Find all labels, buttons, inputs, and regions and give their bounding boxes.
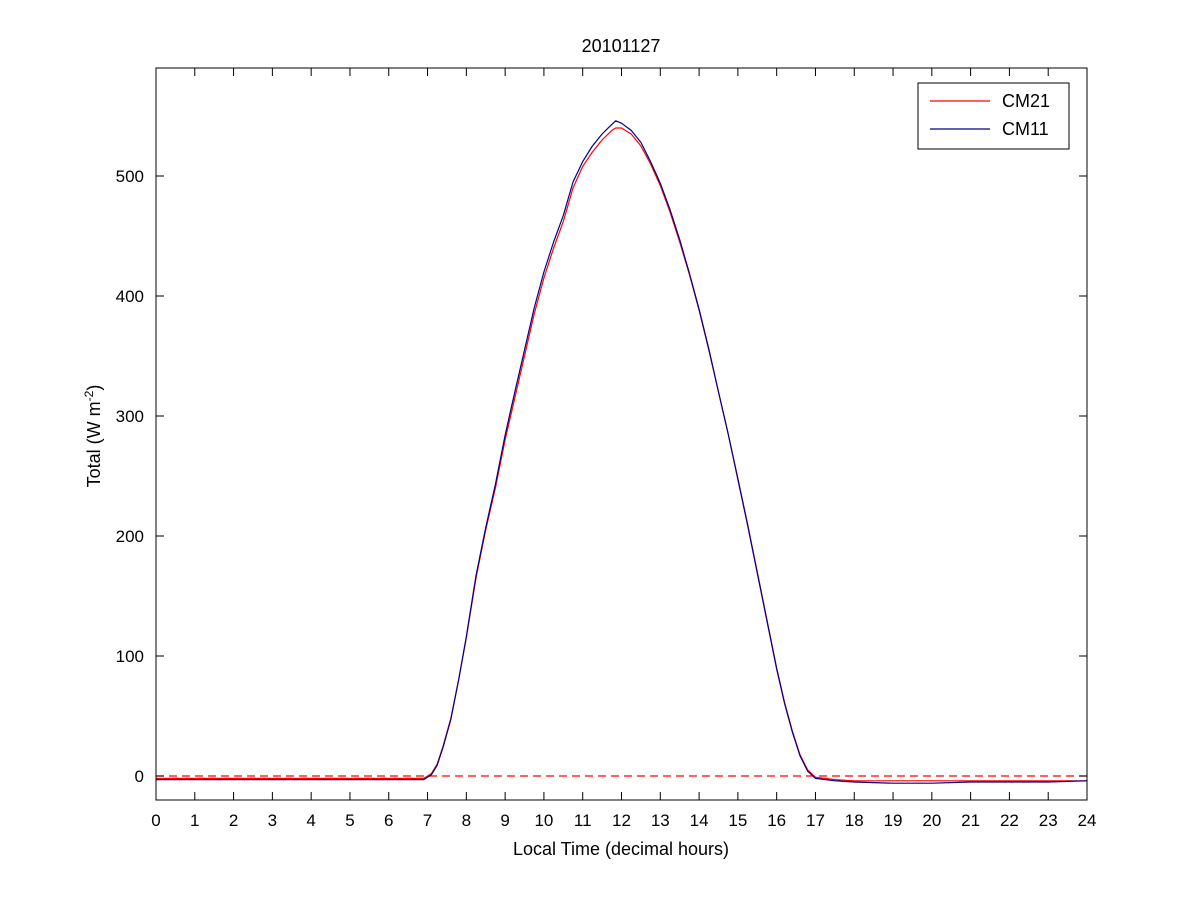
y-tick-label: 300 [116, 407, 144, 426]
x-tick-label: 2 [229, 811, 238, 830]
x-tick-label: 20 [922, 811, 941, 830]
series-line-cm11 [156, 120, 1087, 784]
x-tick-label: 23 [1039, 811, 1058, 830]
legend-box [917, 82, 1070, 150]
x-axis-label: Local Time (decimal hours) [513, 839, 729, 859]
x-tick-label: 12 [612, 811, 631, 830]
x-tick-label: 6 [384, 811, 393, 830]
legend-label-cm21: CM21 [1002, 91, 1050, 111]
y-tick-label: 200 [116, 527, 144, 546]
plot-area [156, 68, 1087, 800]
x-tick-label: 4 [306, 811, 315, 830]
y-axis-label: Total (W m-2) [82, 385, 104, 488]
y-tick-label: 400 [116, 287, 144, 306]
x-tick-label: 18 [845, 811, 864, 830]
x-tick-label: 1 [190, 811, 199, 830]
x-tick-label: 3 [268, 811, 277, 830]
x-tick-label: 22 [1000, 811, 1019, 830]
y-tick-label: 100 [116, 647, 144, 666]
x-tick-label: 9 [500, 811, 509, 830]
x-tick-label: 10 [534, 811, 553, 830]
x-tick-label: 19 [884, 811, 903, 830]
x-tick-label: 16 [767, 811, 786, 830]
x-tick-label: 21 [961, 811, 980, 830]
chart-title: 20101127 [582, 36, 661, 56]
x-tick-label: 8 [462, 811, 471, 830]
x-tick-label: 11 [574, 811, 592, 830]
y-tick-label: 500 [116, 167, 144, 186]
legend-label-cm11: CM11 [1002, 119, 1049, 139]
legend: CM21 CM11 [917, 82, 1070, 150]
x-tick-label: 5 [345, 811, 354, 830]
x-tick-label: 14 [690, 811, 709, 830]
x-tick-label: 24 [1078, 811, 1097, 830]
x-tick-label: 7 [423, 811, 432, 830]
x-tick-label: 0 [151, 811, 160, 830]
x-tick-label: 13 [651, 811, 670, 830]
y-tick-label: 0 [135, 767, 144, 786]
x-tick-label: 15 [728, 811, 747, 830]
x-tick-label: 17 [806, 811, 825, 830]
